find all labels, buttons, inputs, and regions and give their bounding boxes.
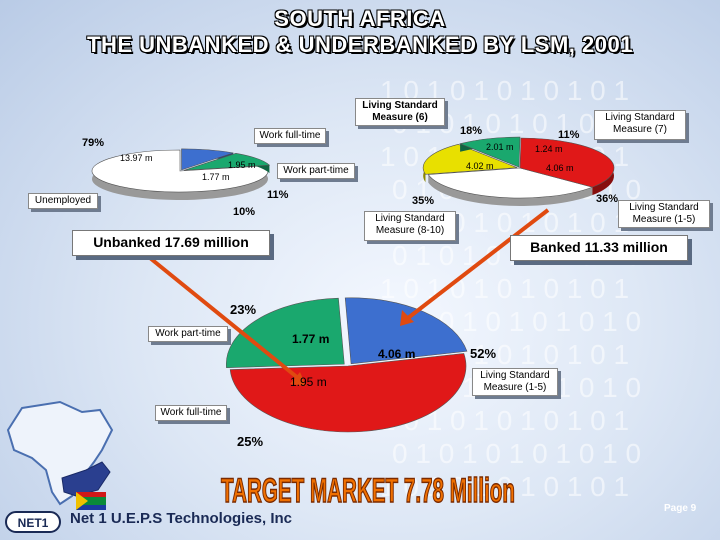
target-market-text: TARGET MARKET 7.78 Million [221,472,515,510]
page-number: Page 9 [664,503,697,514]
africa-map-illustration [6,400,114,510]
unbanked-fulltime-value: 1.95 m [228,160,256,170]
unbanked-parttime-percent: 10% [233,206,256,218]
title-line-1: SOUTH AFRICA [274,6,446,31]
banked-slice-0 [427,167,594,199]
banked-slice-1 [422,143,518,175]
target-lsm1-5-value: 4.06 m [378,347,416,361]
unbanked-fulltime-label: Work full-time [254,128,326,144]
banked-lsm1-5-percent: 36% [596,193,619,205]
unbanked-slice-0 [91,149,269,193]
unbanked-slice-2 [184,153,271,171]
target-fulltime-label: Work full-time [155,405,227,421]
target-slice-0 [344,297,468,365]
unbanked-parttime-value: 1.77 m [202,172,230,182]
company-logo: NET1 [5,511,61,533]
target-fulltime-value: 1.95 m [290,375,327,389]
arrow-right-head [400,310,414,326]
svg-text:1 0 1 0 1 0 1 0 1 0 1: 1 0 1 0 1 0 1 0 1 0 1 [380,471,629,502]
banked-slice-2 [459,136,521,168]
target-lsm1-5-percent: 52% [470,346,497,361]
unbanked-slice-1 [181,148,234,171]
target-parttime-value: 1.77 m [292,332,330,346]
target-parttime-label: Work part-time [148,326,228,342]
banked-slice-3 [519,137,615,188]
target-parttime-percent: 23% [230,302,257,317]
unbanked-total-label: Unbanked 17.69 million [72,230,270,256]
target-lsm1-5-label: Living Standard Measure (1-5) [472,368,558,396]
svg-text:1 0 1 0 1 0 1 0 1 0 1: 1 0 1 0 1 0 1 0 1 0 1 [380,273,629,304]
svg-text:0 1 0 1 0 1 0 1 0 1 0: 0 1 0 1 0 1 0 1 0 1 0 [392,438,641,469]
unbanked-unemployed-value: 13.97 m [120,153,153,163]
banked-lsm6-percent: 18% [460,125,483,137]
unbanked-unemployed-label: Unemployed [28,193,98,209]
banked-total-label: Banked 11.33 million [510,235,688,261]
banked-lsm8-10-percent: 35% [412,195,435,207]
banked-lsm1-5-label: Living Standard Measure (1-5) [618,200,710,228]
unbanked-unemployed-percent: 79% [82,137,105,149]
banked-lsm6-label: Living Standard Measure (6) [355,98,445,126]
pie-unbanked [91,148,271,200]
arrow-left-head [290,372,306,386]
unbanked-fulltime-percent: 11% [267,189,289,201]
unbanked-parttime-label: Work part-time [277,163,355,179]
arrow-right [406,208,550,320]
banked-lsm7-percent: 11% [558,129,580,141]
banked-lsm6-value: 2.01 m [486,142,514,152]
banked-lsm7-label: Living Standard Measure (7) [594,110,686,140]
target-market-banner: TARGET MARKET 7.78 Million [220,471,516,511]
arrow-left [148,256,300,380]
target-fulltime-percent: 25% [237,434,264,449]
banked-lsm1-5-value: 4.06 m [546,163,574,173]
banked-lsm8-10-label: Living Standard Measure (8-10) [364,211,456,241]
target-slice-2 [226,297,345,369]
banked-lsm7-value: 1.24 m [535,144,563,154]
banked-slice-side-0 [428,174,593,207]
title-line-2: THE UNBANKED & UNDERBANKED BY LSM, 2001 [87,32,633,57]
pie-target-market [226,297,468,433]
banked-lsm8-10-value: 4.02 m [466,161,494,171]
company-name: Net 1 U.E.P.S Technologies, Inc [70,510,293,527]
pie-banked [422,136,615,207]
